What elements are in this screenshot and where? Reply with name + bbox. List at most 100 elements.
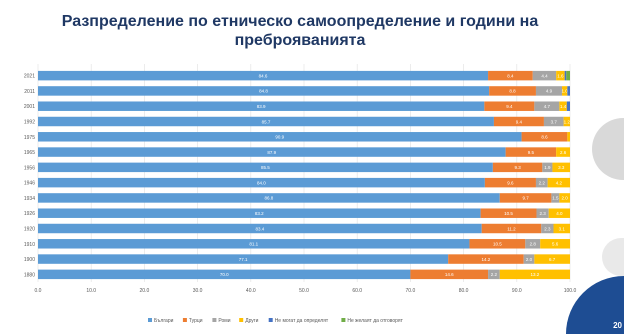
corner-logo: 20	[566, 276, 624, 334]
chart-title-line2: преброяванията	[234, 32, 366, 49]
bar-segment	[448, 254, 524, 264]
data-label: 2.0	[526, 257, 533, 262]
x-tick-label: 60.0	[352, 288, 362, 294]
y-tick-label: 1880	[24, 272, 35, 278]
bar-segment	[38, 132, 522, 142]
x-tick-label: 50.0	[299, 288, 309, 294]
bar-segment	[567, 132, 570, 142]
legend-label: Българи	[154, 318, 174, 324]
data-label: 2.2	[491, 272, 498, 277]
data-label: 87.9	[267, 150, 276, 155]
bar-segment	[38, 86, 490, 96]
bar-segment	[543, 116, 564, 127]
bar-segment	[38, 269, 411, 280]
legend-label: Не желаят да отговорят	[347, 318, 403, 324]
legend-swatch	[182, 318, 187, 322]
bar-segment	[38, 116, 494, 127]
data-label: 1.4	[560, 104, 567, 109]
bar-segment	[562, 86, 568, 96]
data-label: 2.8	[530, 242, 537, 247]
x-tick-label: 80.0	[459, 288, 469, 294]
y-tick-label: 1934	[24, 196, 35, 202]
x-tick-label: 10.0	[86, 288, 96, 294]
bar-segment	[493, 116, 544, 127]
bar-segment	[542, 162, 553, 173]
data-label: 9.5	[528, 150, 535, 155]
bar-segment	[38, 208, 481, 218]
data-label: 2.2	[539, 180, 546, 185]
data-label: 2.3	[544, 226, 551, 231]
bar-segment	[525, 239, 541, 249]
data-label: 5.6	[552, 242, 559, 247]
data-label: 83.2	[255, 211, 264, 216]
legend-swatch	[239, 318, 244, 322]
y-tick-label: 2021	[24, 74, 35, 80]
data-label: 70.0	[220, 272, 229, 277]
data-label: 8.8	[509, 89, 516, 94]
data-label: 10.5	[493, 242, 502, 247]
bar-segment	[484, 101, 535, 111]
legend-label: Не могат да определят	[275, 318, 329, 324]
legend-swatch	[268, 318, 273, 322]
data-label: 77.1	[239, 257, 248, 262]
bar-segment	[410, 269, 489, 280]
x-tick-label: 90.0	[512, 288, 522, 294]
bar-segment	[505, 147, 557, 157]
y-tick-label: 1965	[24, 150, 35, 156]
bar-segment	[523, 254, 535, 264]
data-label: 83.4	[255, 226, 264, 231]
bar-segment	[38, 177, 485, 188]
data-label: 1.5	[552, 196, 559, 201]
data-label: 9.4	[516, 119, 523, 124]
bar-segment	[556, 147, 570, 157]
bar-segment	[484, 177, 536, 188]
data-label: 2.3	[539, 211, 546, 216]
data-label: 8.6	[541, 135, 548, 140]
x-tick-label: 20.0	[140, 288, 150, 294]
side-decoration-middle	[602, 238, 624, 276]
x-tick-label: 0.0	[35, 288, 42, 294]
data-label: 1.9	[544, 165, 551, 170]
data-label: 4.7	[544, 104, 551, 109]
legend-label: Турци	[189, 318, 203, 324]
data-label: 83.9	[257, 104, 266, 109]
bar-segment	[535, 177, 548, 188]
data-label: 81.1	[249, 242, 258, 247]
bar-segment	[489, 86, 536, 96]
bar-segment	[38, 147, 506, 157]
x-tick-label: 30.0	[193, 288, 203, 294]
y-tick-label: 2011	[24, 89, 35, 95]
y-tick-label: 1920	[24, 227, 35, 233]
data-label: 14.2	[482, 257, 491, 262]
bar-segment	[499, 193, 552, 203]
data-label: 86.8	[265, 196, 274, 201]
bar-segment	[481, 223, 542, 234]
data-label: 9.4	[506, 104, 513, 109]
data-label: 9.6	[507, 180, 514, 185]
bar-segment	[566, 70, 570, 81]
bar-segment	[38, 223, 482, 234]
bar-segment	[567, 86, 570, 96]
bar-segment	[488, 269, 500, 280]
y-tick-label: 1975	[24, 135, 35, 141]
bar-segment	[492, 162, 543, 173]
data-label: 4.9	[546, 89, 553, 94]
data-label: 90.9	[275, 135, 284, 140]
bar-segment	[536, 208, 549, 218]
data-label: 3.3	[558, 165, 565, 170]
y-tick-label: 1900	[24, 257, 35, 263]
x-tick-label: 100.0	[564, 288, 577, 294]
chart-title-line1: Разпределение по етническо самоопределен…	[61, 13, 539, 30]
bar-segment	[38, 101, 485, 111]
corner-logo-text: 20	[613, 321, 622, 330]
data-label: 6.7	[549, 257, 556, 262]
bar-segment	[559, 101, 567, 111]
bar-segment	[553, 223, 570, 234]
bar-segment	[38, 239, 470, 249]
bar-segment	[541, 223, 554, 234]
data-label: 3.1	[559, 226, 566, 231]
y-tick-label: 1956	[24, 165, 35, 171]
bar-segment	[559, 193, 570, 203]
y-tick-label: 1992	[24, 120, 35, 126]
data-label: 2.0	[562, 196, 569, 201]
